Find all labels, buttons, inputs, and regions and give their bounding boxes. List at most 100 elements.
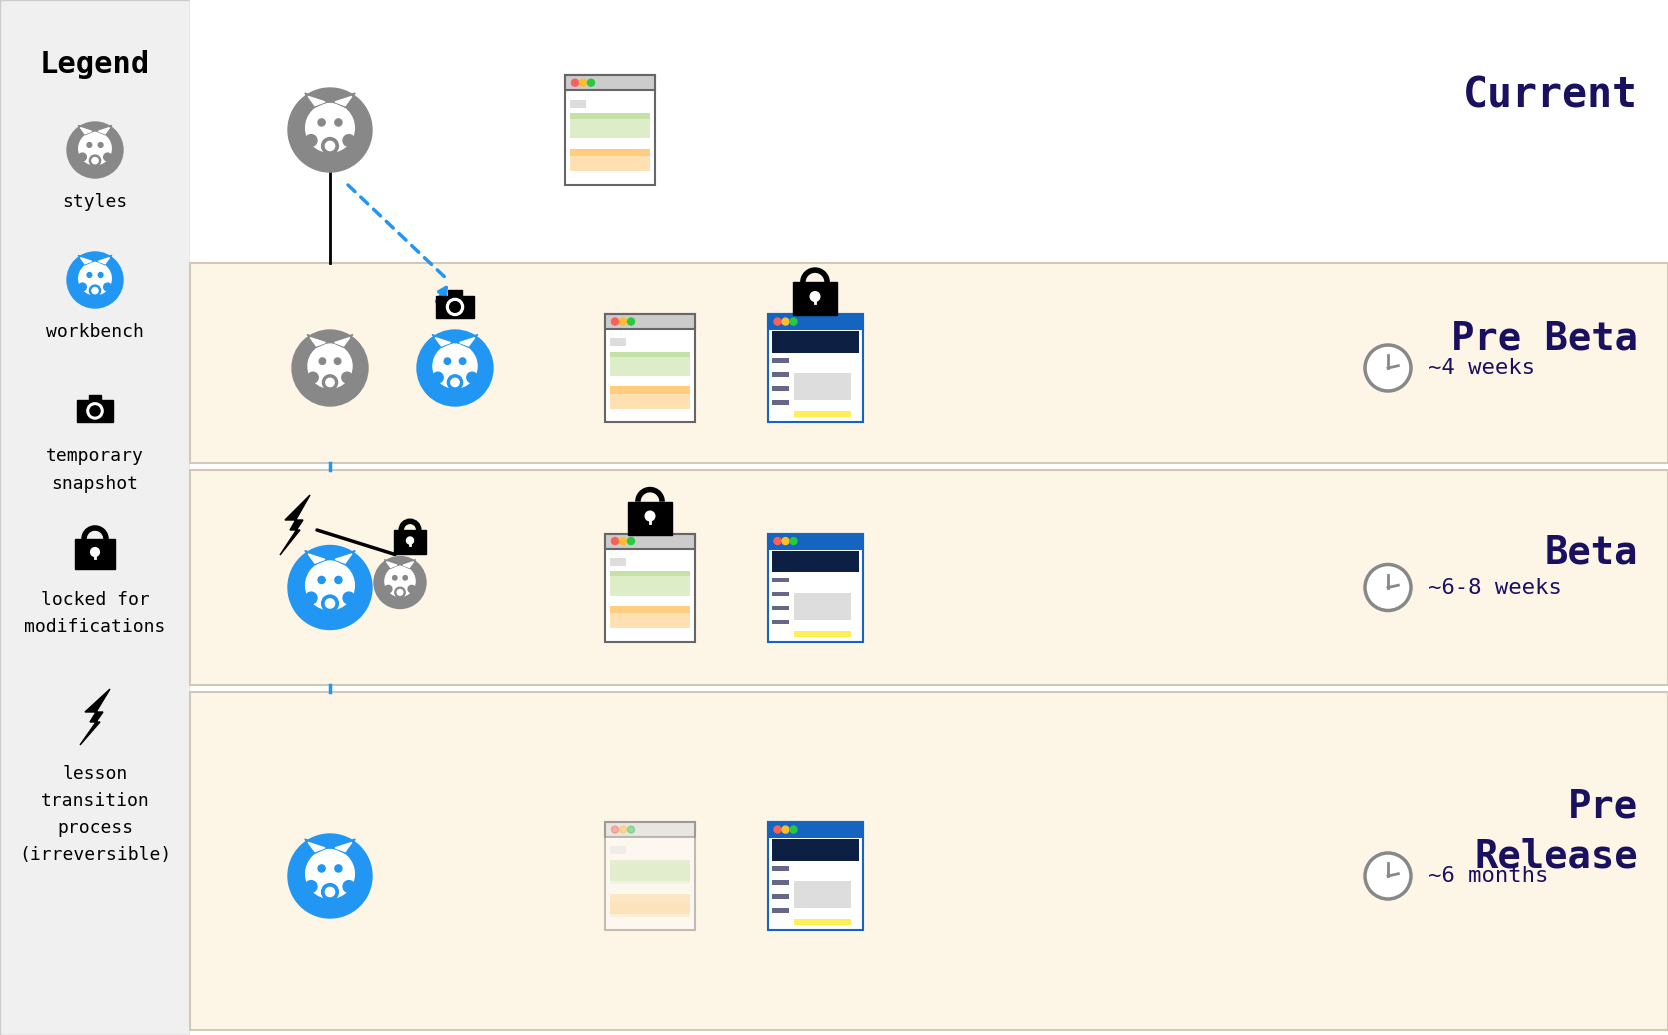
FancyBboxPatch shape bbox=[610, 860, 691, 882]
Circle shape bbox=[319, 358, 325, 364]
FancyBboxPatch shape bbox=[605, 533, 696, 549]
Circle shape bbox=[646, 511, 656, 521]
Circle shape bbox=[392, 575, 397, 580]
Circle shape bbox=[450, 378, 459, 387]
Polygon shape bbox=[78, 125, 93, 135]
Polygon shape bbox=[402, 560, 415, 568]
Polygon shape bbox=[335, 842, 352, 852]
FancyBboxPatch shape bbox=[605, 314, 696, 422]
FancyBboxPatch shape bbox=[772, 908, 789, 913]
FancyBboxPatch shape bbox=[772, 551, 859, 572]
Circle shape bbox=[78, 262, 112, 295]
FancyBboxPatch shape bbox=[565, 75, 656, 90]
FancyBboxPatch shape bbox=[610, 894, 691, 914]
Circle shape bbox=[447, 375, 462, 390]
Text: (irreversible): (irreversible) bbox=[18, 846, 172, 864]
Text: Pre: Pre bbox=[1568, 787, 1638, 825]
FancyBboxPatch shape bbox=[794, 593, 851, 620]
FancyBboxPatch shape bbox=[772, 592, 789, 596]
Circle shape bbox=[305, 592, 317, 603]
Circle shape bbox=[305, 104, 354, 152]
Circle shape bbox=[791, 826, 797, 833]
Polygon shape bbox=[309, 554, 325, 563]
Polygon shape bbox=[460, 337, 475, 346]
FancyBboxPatch shape bbox=[610, 613, 691, 628]
Circle shape bbox=[78, 284, 87, 291]
FancyBboxPatch shape bbox=[767, 533, 862, 642]
Circle shape bbox=[619, 537, 627, 544]
Text: ~6 months: ~6 months bbox=[1428, 866, 1548, 886]
Circle shape bbox=[774, 537, 781, 544]
Circle shape bbox=[319, 119, 325, 126]
Circle shape bbox=[344, 881, 355, 892]
Polygon shape bbox=[80, 258, 92, 264]
Circle shape bbox=[322, 138, 339, 154]
Circle shape bbox=[407, 537, 414, 544]
Circle shape bbox=[397, 590, 404, 595]
Circle shape bbox=[791, 318, 797, 325]
Polygon shape bbox=[404, 562, 414, 567]
Circle shape bbox=[322, 375, 337, 390]
Circle shape bbox=[325, 142, 335, 150]
Circle shape bbox=[334, 358, 340, 364]
FancyBboxPatch shape bbox=[792, 283, 837, 316]
Circle shape bbox=[404, 575, 407, 580]
Text: Pre Beta: Pre Beta bbox=[1451, 319, 1638, 357]
Text: styles: styles bbox=[62, 193, 128, 211]
Circle shape bbox=[409, 586, 415, 593]
Polygon shape bbox=[309, 842, 325, 852]
Polygon shape bbox=[332, 839, 355, 853]
Circle shape bbox=[305, 881, 317, 892]
Circle shape bbox=[305, 561, 354, 610]
Circle shape bbox=[774, 318, 781, 325]
FancyBboxPatch shape bbox=[570, 156, 651, 172]
Circle shape bbox=[289, 834, 372, 918]
FancyBboxPatch shape bbox=[190, 470, 1668, 685]
FancyBboxPatch shape bbox=[610, 558, 626, 565]
FancyBboxPatch shape bbox=[77, 401, 113, 421]
Circle shape bbox=[774, 826, 781, 833]
FancyBboxPatch shape bbox=[449, 290, 462, 297]
FancyBboxPatch shape bbox=[767, 822, 862, 837]
Circle shape bbox=[307, 373, 319, 383]
Circle shape bbox=[619, 826, 627, 833]
Polygon shape bbox=[432, 334, 454, 347]
Polygon shape bbox=[384, 560, 399, 568]
FancyBboxPatch shape bbox=[570, 119, 651, 139]
FancyBboxPatch shape bbox=[772, 880, 789, 885]
FancyBboxPatch shape bbox=[772, 578, 789, 582]
FancyBboxPatch shape bbox=[610, 901, 691, 917]
Polygon shape bbox=[280, 495, 310, 555]
Circle shape bbox=[90, 406, 100, 416]
FancyBboxPatch shape bbox=[605, 314, 696, 329]
Circle shape bbox=[1364, 564, 1411, 611]
Polygon shape bbox=[307, 334, 329, 347]
Polygon shape bbox=[97, 256, 112, 265]
Circle shape bbox=[791, 537, 797, 544]
Text: temporary: temporary bbox=[47, 447, 143, 465]
Circle shape bbox=[319, 865, 325, 873]
Circle shape bbox=[92, 288, 98, 294]
Text: Legend: Legend bbox=[40, 50, 150, 79]
Circle shape bbox=[627, 826, 634, 833]
Text: locked for: locked for bbox=[40, 591, 150, 609]
FancyBboxPatch shape bbox=[610, 386, 691, 406]
Polygon shape bbox=[97, 125, 112, 135]
Polygon shape bbox=[332, 334, 354, 347]
Circle shape bbox=[78, 132, 112, 165]
Circle shape bbox=[90, 155, 100, 167]
Circle shape bbox=[305, 850, 354, 898]
Text: Current: Current bbox=[1463, 73, 1638, 116]
FancyBboxPatch shape bbox=[610, 576, 691, 596]
FancyBboxPatch shape bbox=[605, 822, 696, 930]
Circle shape bbox=[325, 599, 335, 609]
Circle shape bbox=[434, 344, 477, 388]
FancyBboxPatch shape bbox=[767, 533, 862, 549]
FancyBboxPatch shape bbox=[772, 894, 789, 898]
Circle shape bbox=[289, 88, 372, 172]
FancyBboxPatch shape bbox=[772, 839, 859, 861]
FancyBboxPatch shape bbox=[772, 373, 789, 377]
Circle shape bbox=[467, 373, 477, 383]
Polygon shape bbox=[80, 127, 92, 134]
FancyBboxPatch shape bbox=[565, 75, 656, 185]
